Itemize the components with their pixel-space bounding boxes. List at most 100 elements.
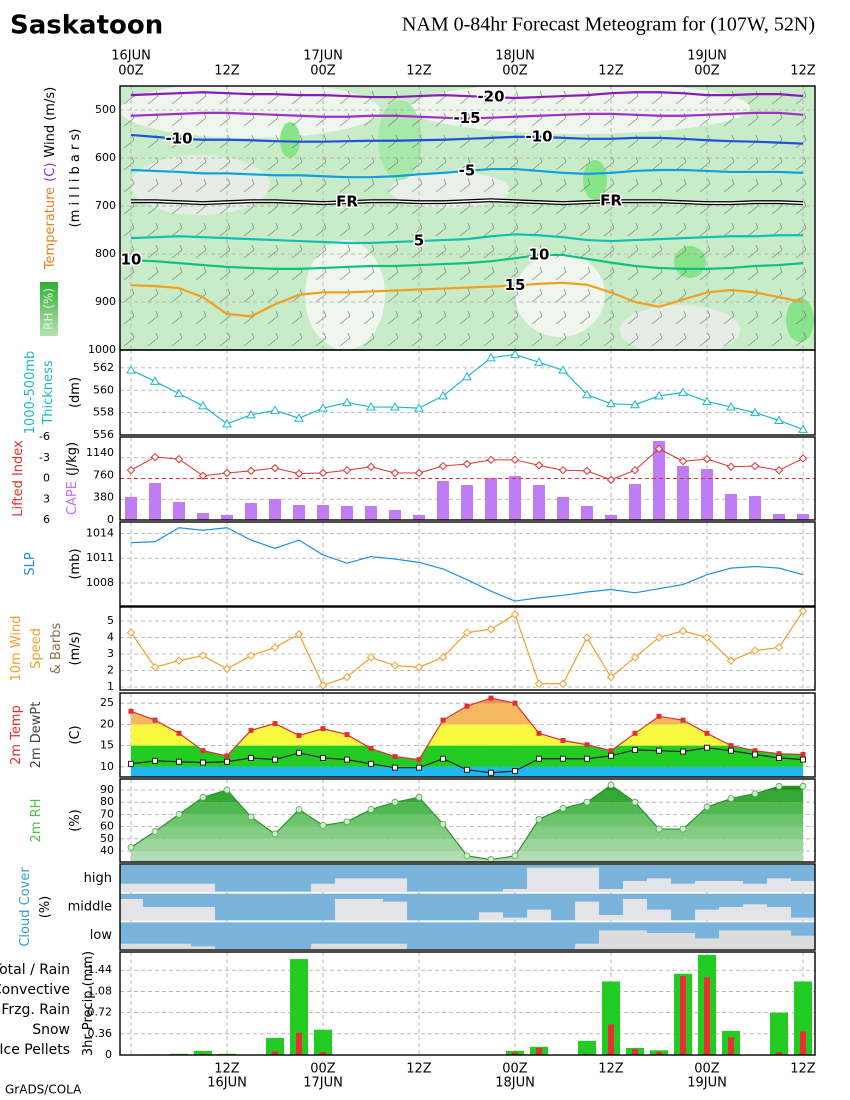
- cloud-bar: [575, 901, 599, 921]
- y-tick-label: 1000: [88, 343, 116, 356]
- marker: [704, 744, 710, 751]
- panel-frame: [119, 606, 816, 691]
- marker: [390, 402, 400, 411]
- cloud-bar: [743, 883, 767, 892]
- title: Saskatoon: [10, 11, 163, 41]
- y-axis-label-part: 2m Temp: [9, 705, 24, 765]
- cloud-bar: [647, 909, 671, 921]
- bar: [341, 505, 353, 520]
- marker: [728, 747, 734, 754]
- y-tick-label: 40: [100, 844, 114, 857]
- bar: [149, 483, 161, 520]
- credit: GrADS/COLA: [5, 1083, 82, 1097]
- cloud-bar: [791, 917, 815, 921]
- marker: [630, 465, 640, 475]
- marker: [679, 825, 687, 833]
- marker: [536, 755, 542, 762]
- cloud-bar: [527, 867, 551, 892]
- y-tick-label: 500: [95, 103, 116, 116]
- cloud-bar: [335, 899, 359, 921]
- cloud-bar: [695, 938, 719, 949]
- y-axis-label-part: 2m DewPt: [29, 702, 44, 769]
- y-axis-label-part: (m i l l i b a r s): [68, 129, 83, 228]
- bar: [290, 959, 308, 1055]
- marker: [342, 672, 352, 682]
- contour-label: -20: [477, 88, 504, 106]
- y-tick-label: 10: [100, 760, 114, 773]
- marker: [318, 403, 328, 412]
- marker: [606, 398, 616, 408]
- marker: [294, 413, 304, 422]
- marker: [702, 396, 712, 405]
- marker: [366, 462, 376, 471]
- line: [130, 353, 804, 430]
- bar: [389, 509, 401, 520]
- marker: [126, 628, 136, 637]
- y-tick-label: 0.36: [88, 1027, 113, 1040]
- bar: [413, 514, 425, 520]
- marker: [270, 463, 280, 473]
- x-date-label: 18JUN: [495, 1076, 535, 1091]
- y-tick-label: 800: [95, 247, 116, 260]
- marker: [368, 760, 374, 767]
- y-axis-label: (%): [38, 896, 53, 919]
- cloud-bar: [791, 935, 815, 949]
- y-tick-label: 3: [43, 492, 50, 505]
- cloud-bar: [599, 889, 623, 892]
- bar: [320, 1052, 326, 1055]
- marker: [678, 387, 688, 396]
- cloud-bar: [599, 915, 623, 921]
- marker: [727, 795, 735, 802]
- marker: [680, 748, 686, 755]
- marker: [320, 726, 326, 732]
- y-axis-label-part: (dm): [68, 377, 83, 408]
- legend-label: Frzg. Rain: [1, 1002, 70, 1018]
- marker: [559, 804, 567, 812]
- cloud-bar: [191, 883, 215, 892]
- marker: [151, 828, 159, 835]
- marker: [462, 628, 472, 637]
- marker: [560, 755, 566, 762]
- cloud-bar: [551, 867, 575, 892]
- cloud-bar: [671, 883, 695, 892]
- contour-label: 10: [529, 245, 550, 263]
- x-date-label: 18JUN: [495, 49, 535, 64]
- y-tick-label: -6: [39, 430, 50, 443]
- marker: [247, 813, 255, 821]
- fill-band: [131, 814, 803, 827]
- marker: [318, 468, 328, 478]
- marker: [558, 365, 568, 374]
- marker: [463, 852, 471, 860]
- marker: [486, 352, 496, 362]
- cloud-bar: [647, 933, 671, 949]
- bar: [794, 981, 812, 1055]
- marker: [367, 806, 375, 813]
- marker: [488, 695, 494, 701]
- layer-label: middle: [68, 900, 112, 915]
- marker: [246, 409, 256, 419]
- x-tick-label: 00Z: [694, 1062, 720, 1077]
- marker: [750, 461, 760, 471]
- marker: [175, 810, 183, 818]
- marker: [294, 469, 304, 478]
- layer-label: high: [84, 871, 112, 886]
- bar: [125, 496, 137, 520]
- marker: [654, 390, 664, 400]
- bar: [437, 480, 449, 520]
- marker: [726, 402, 736, 411]
- y-axis-label-part: (mb): [68, 548, 83, 579]
- bar: [173, 501, 185, 520]
- y-tick-label: 0: [105, 1048, 112, 1061]
- cloud-bar: [527, 909, 551, 921]
- fill-band: [131, 826, 803, 839]
- cloud-bar: [120, 899, 143, 921]
- marker: [799, 782, 807, 790]
- marker: [511, 852, 519, 860]
- cloud-bar: [167, 907, 191, 921]
- marker: [344, 756, 350, 763]
- cloud-bar: [120, 883, 143, 892]
- y-tick-label: 560: [93, 383, 114, 396]
- panel-frame: [119, 778, 816, 863]
- marker: [630, 399, 640, 409]
- bar: [797, 513, 809, 520]
